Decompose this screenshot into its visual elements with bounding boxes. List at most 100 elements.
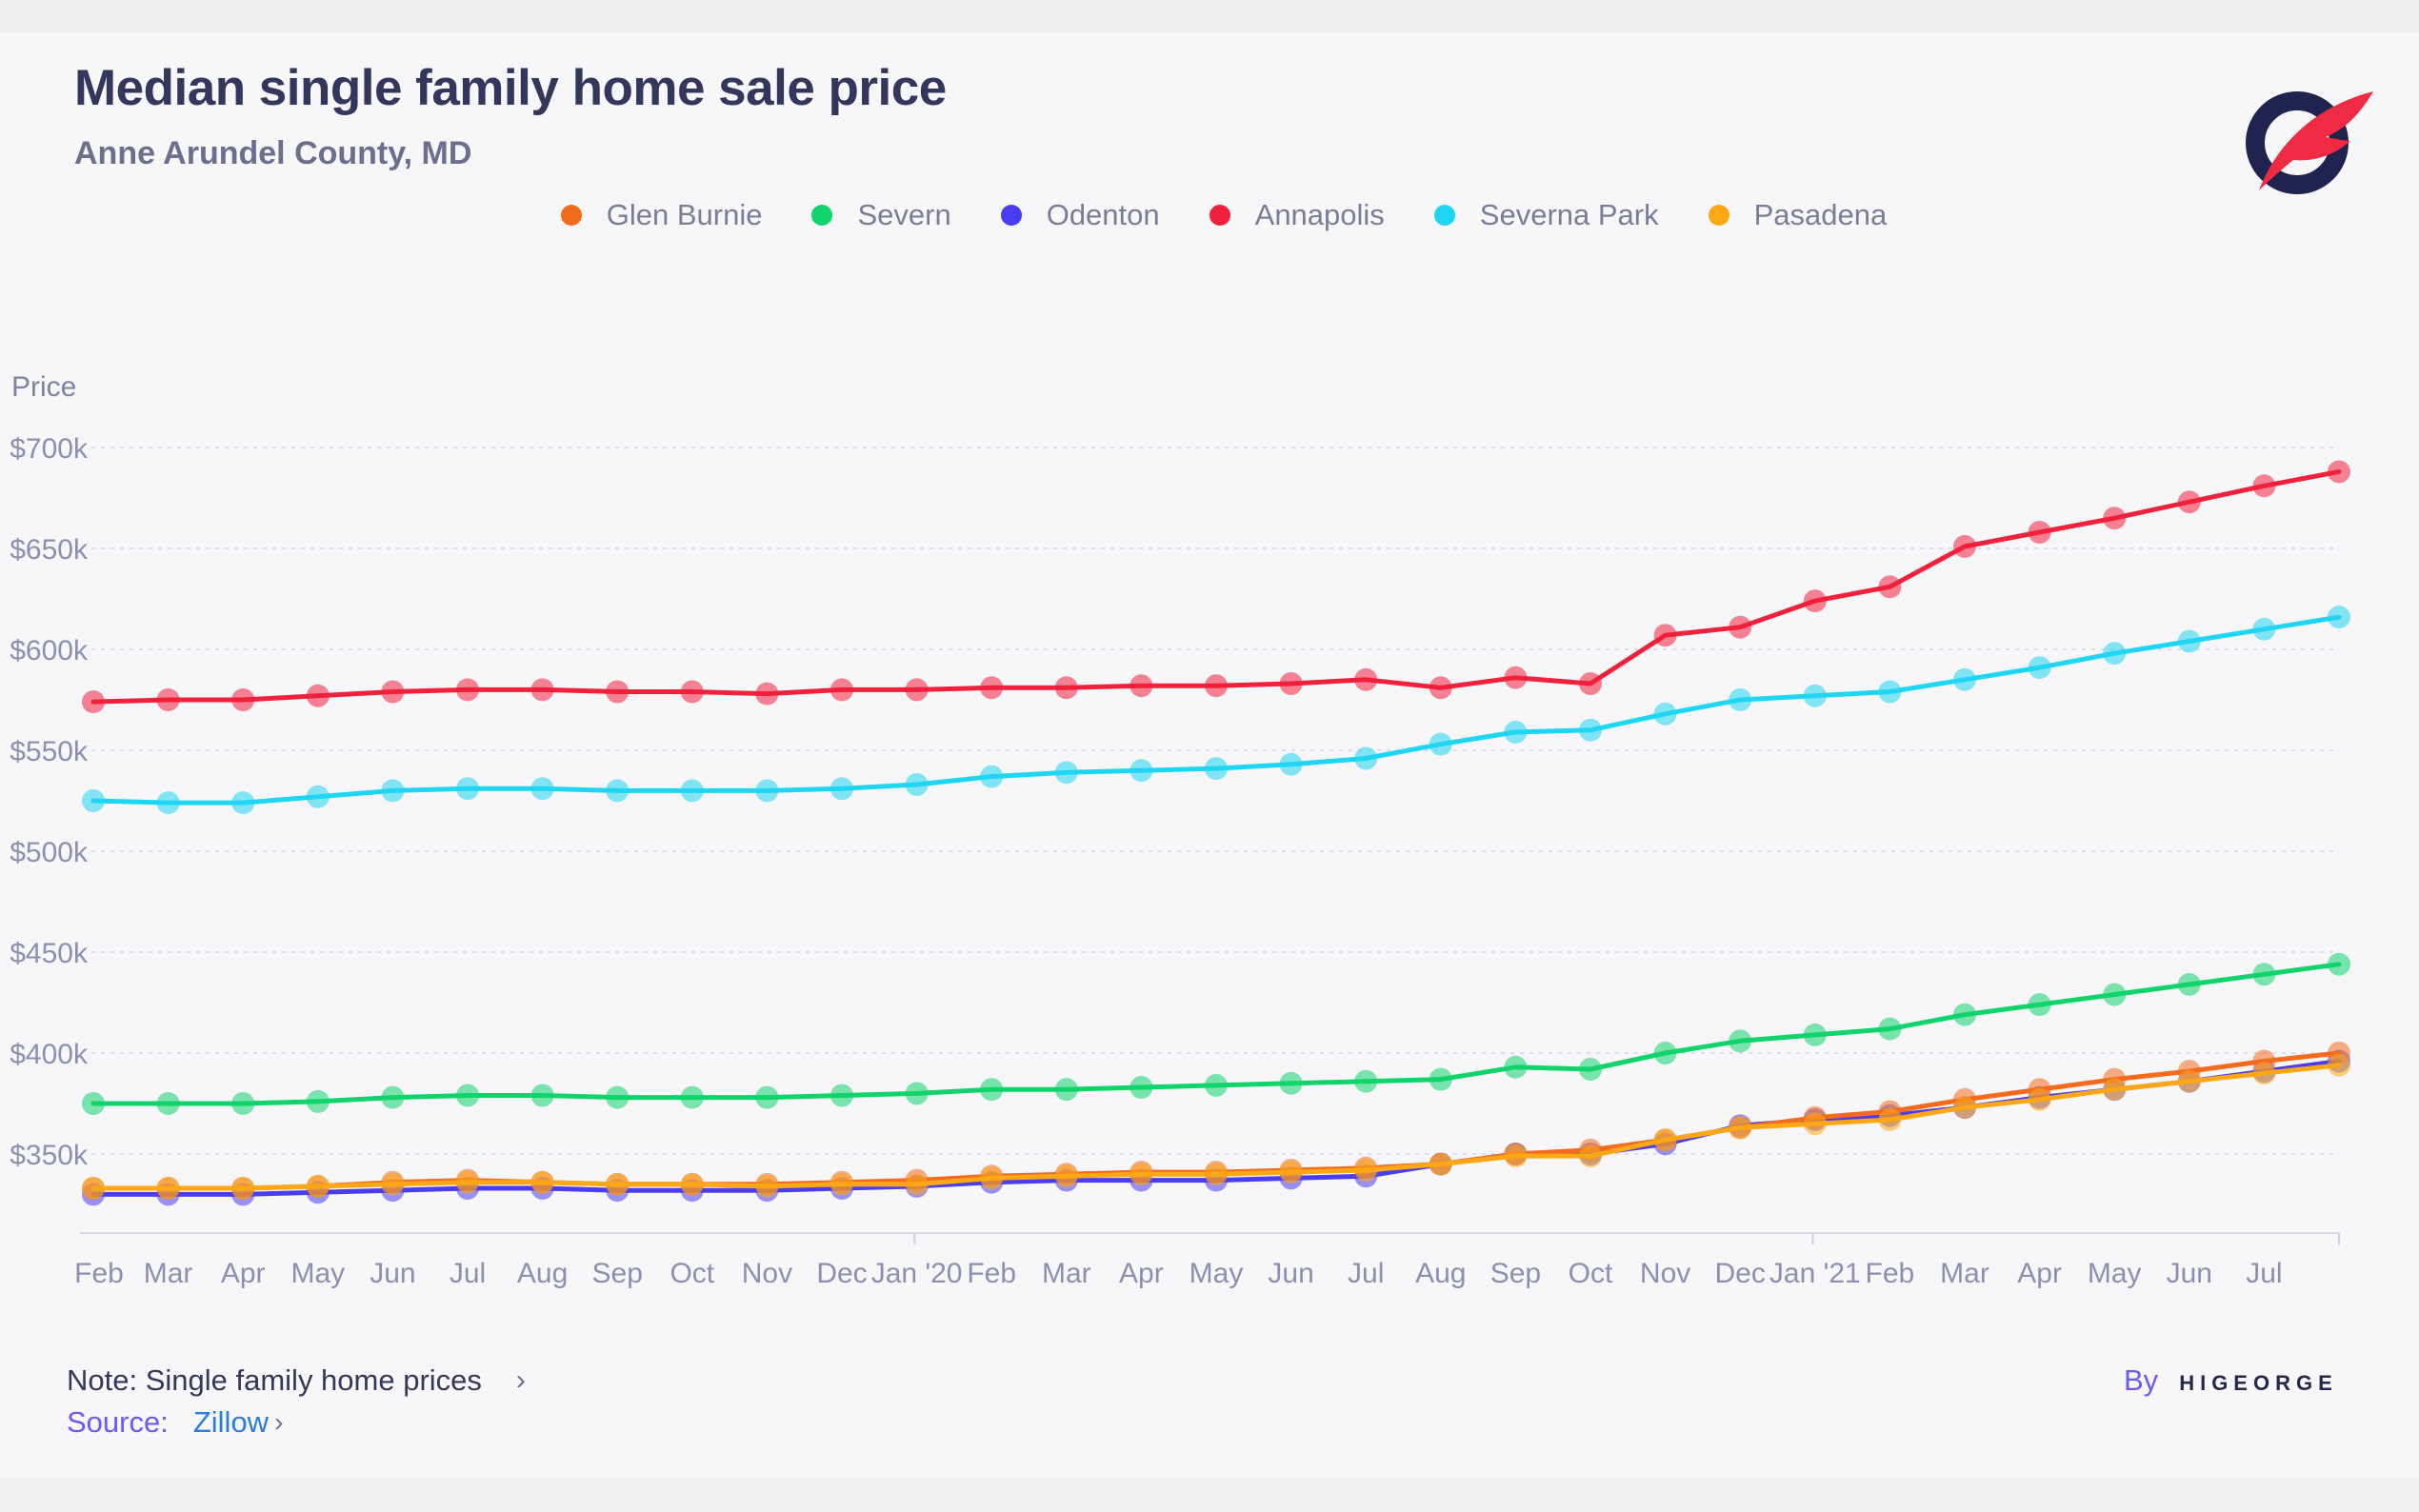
data-point-severn[interactable] (456, 1084, 479, 1107)
data-point-severn[interactable] (1803, 1023, 1827, 1046)
data-point-pasadena[interactable] (830, 1172, 853, 1196)
data-point-pasadena[interactable] (456, 1170, 479, 1194)
data-point-annapolis[interactable] (530, 678, 554, 702)
data-point-severn[interactable] (1205, 1073, 1228, 1097)
data-point-severna-park[interactable] (2103, 642, 2127, 666)
data-point-annapolis[interactable] (1729, 615, 1752, 639)
data-point-annapolis[interactable] (980, 676, 1004, 700)
data-point-severn[interactable] (1953, 1003, 1976, 1026)
data-point-severna-park[interactable] (2328, 606, 2350, 629)
data-point-annapolis[interactable] (2328, 460, 2350, 484)
data-point-annapolis[interactable] (2103, 507, 2127, 530)
data-point-pasadena[interactable] (1653, 1128, 1677, 1152)
legend-item-annapolis[interactable]: Annapolis (1209, 198, 1385, 232)
data-point-severna-park[interactable] (1803, 684, 1827, 707)
data-point-severna-park[interactable] (905, 773, 929, 796)
data-point-severn[interactable] (1429, 1067, 1452, 1091)
data-point-severn[interactable] (755, 1085, 779, 1109)
data-point-severna-park[interactable] (606, 779, 630, 803)
data-point-annapolis[interactable] (156, 688, 180, 711)
data-point-severn[interactable] (1354, 1069, 1378, 1093)
data-point-severn[interactable] (980, 1078, 1004, 1102)
data-point-annapolis[interactable] (2252, 474, 2276, 498)
byline[interactable]: By HIGEORGE (2124, 1363, 2338, 1398)
data-point-severna-park[interactable] (1579, 718, 1602, 742)
brand-name[interactable]: HIGEORGE (2179, 1371, 2338, 1395)
data-point-pasadena[interactable] (755, 1174, 779, 1198)
data-point-pasadena[interactable] (2028, 1087, 2051, 1111)
data-point-pasadena[interactable] (905, 1172, 929, 1196)
data-point-severna-park[interactable] (1279, 752, 1303, 776)
data-point-severna-park[interactable] (306, 785, 330, 808)
data-point-severna-park[interactable] (82, 789, 105, 812)
data-point-pasadena[interactable] (381, 1172, 405, 1196)
data-point-pasadena[interactable] (1878, 1108, 1902, 1131)
legend-item-severna-park[interactable]: Severna Park (1433, 198, 1659, 232)
note-row[interactable]: Note: Single family home prices › (67, 1363, 526, 1398)
data-point-severna-park[interactable] (381, 779, 405, 803)
data-point-severna-park[interactable] (755, 779, 779, 803)
data-point-pasadena[interactable] (1803, 1112, 1827, 1136)
data-point-annapolis[interactable] (231, 688, 255, 711)
data-point-pasadena[interactable] (231, 1177, 255, 1200)
data-point-severn[interactable] (82, 1092, 105, 1115)
data-point-annapolis[interactable] (1878, 575, 1902, 599)
data-point-annapolis[interactable] (905, 678, 929, 702)
data-point-severna-park[interactable] (1054, 761, 1078, 785)
data-point-annapolis[interactable] (1504, 666, 1528, 689)
data-point-pasadena[interactable] (1130, 1163, 1153, 1186)
data-point-severn[interactable] (1130, 1076, 1153, 1099)
data-point-annapolis[interactable] (830, 678, 853, 702)
chevron-right-icon[interactable]: › (274, 1407, 284, 1437)
data-point-severna-park[interactable] (980, 765, 1004, 788)
data-point-severna-park[interactable] (231, 791, 255, 815)
data-point-pasadena[interactable] (1354, 1159, 1378, 1182)
data-point-severn[interactable] (156, 1092, 180, 1115)
data-point-severn[interactable] (381, 1085, 405, 1109)
data-point-severna-park[interactable] (830, 777, 853, 801)
data-point-annapolis[interactable] (1054, 676, 1078, 700)
data-point-severn[interactable] (1729, 1029, 1752, 1053)
data-point-severn[interactable] (306, 1089, 330, 1113)
data-point-annapolis[interactable] (82, 690, 105, 714)
data-point-severn[interactable] (2252, 963, 2276, 986)
data-point-pasadena[interactable] (2252, 1062, 2276, 1085)
data-point-severn[interactable] (2177, 972, 2201, 996)
data-point-severna-park[interactable] (1354, 746, 1378, 770)
data-point-severna-park[interactable] (456, 777, 479, 801)
data-point-pasadena[interactable] (680, 1172, 704, 1196)
data-point-annapolis[interactable] (1803, 589, 1827, 613)
data-point-severna-park[interactable] (156, 791, 180, 815)
data-point-pasadena[interactable] (2103, 1078, 2127, 1102)
data-point-severn[interactable] (680, 1085, 704, 1109)
data-point-severna-park[interactable] (1429, 732, 1452, 756)
data-point-severna-park[interactable] (1130, 759, 1153, 783)
data-point-pasadena[interactable] (530, 1170, 554, 1194)
data-point-pasadena[interactable] (1279, 1161, 1303, 1184)
data-point-annapolis[interactable] (1279, 672, 1303, 695)
data-point-pasadena[interactable] (1504, 1144, 1528, 1168)
data-point-severn[interactable] (1653, 1042, 1677, 1064)
data-point-annapolis[interactable] (1130, 674, 1153, 698)
data-point-severn[interactable] (905, 1082, 929, 1105)
data-point-severn[interactable] (530, 1084, 554, 1107)
data-point-severn[interactable] (231, 1092, 255, 1115)
data-point-pasadena[interactable] (2328, 1053, 2350, 1077)
data-point-pasadena[interactable] (980, 1166, 1004, 1190)
data-point-annapolis[interactable] (2177, 490, 2201, 514)
data-point-severn[interactable] (2328, 952, 2350, 976)
legend-item-severn[interactable]: Severn (811, 198, 951, 232)
data-point-pasadena[interactable] (606, 1172, 630, 1196)
data-point-pasadena[interactable] (1205, 1163, 1228, 1186)
data-point-severn[interactable] (830, 1084, 853, 1107)
legend-item-glen-burnie[interactable]: Glen Burnie (560, 198, 762, 232)
data-point-severn[interactable] (1279, 1071, 1303, 1095)
data-point-severna-park[interactable] (1653, 702, 1677, 726)
data-point-severna-park[interactable] (2028, 656, 2051, 680)
data-point-annapolis[interactable] (2028, 521, 2051, 544)
data-point-severn[interactable] (1054, 1078, 1078, 1102)
source-link[interactable]: Zillow (192, 1405, 270, 1439)
data-point-pasadena[interactable] (1953, 1096, 1976, 1120)
legend-item-pasadena[interactable]: Pasadena (1708, 198, 1887, 232)
data-point-severn[interactable] (1579, 1058, 1602, 1081)
